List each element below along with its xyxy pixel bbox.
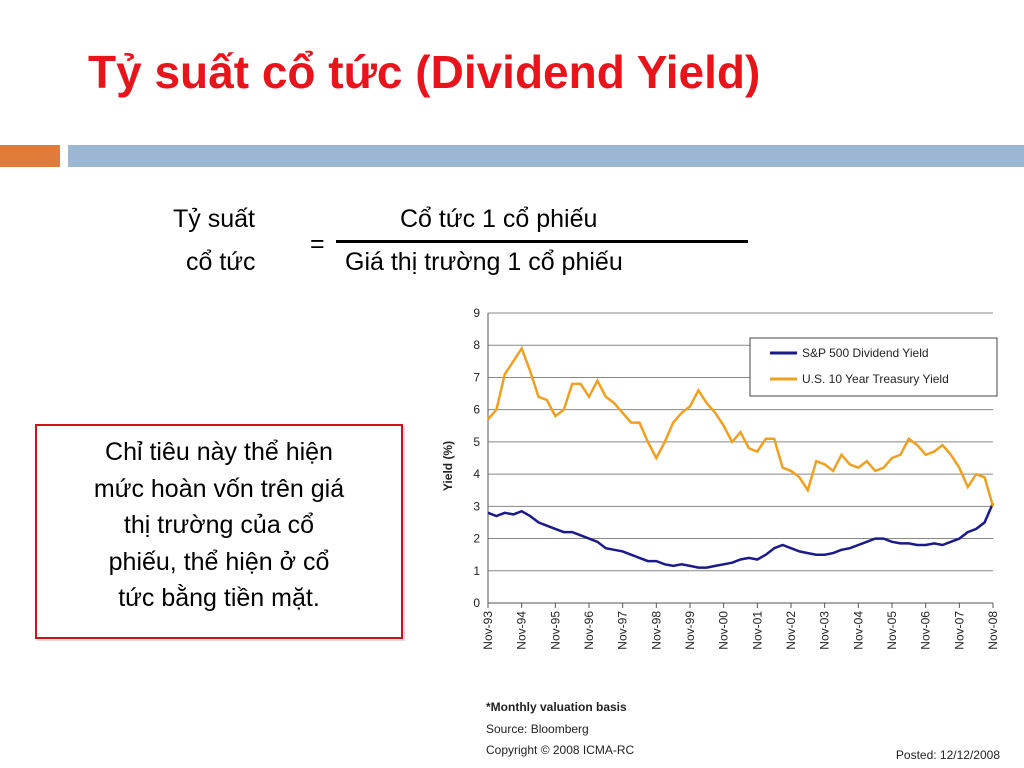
formula-lhs: Tỷ suất — [173, 205, 255, 233]
x-tick-label: Nov-93 — [481, 611, 495, 650]
legend — [749, 337, 998, 397]
box-line: thị trường của cổ — [123, 511, 315, 539]
accent-bar — [68, 145, 1024, 167]
x-tick-label: Nov-99 — [683, 611, 697, 650]
box-line: Chỉ tiêu này thể hiện — [105, 438, 333, 466]
fraction-line — [336, 240, 748, 243]
y-tick-label: 2 — [473, 532, 480, 546]
x-tick-label: Nov-97 — [616, 611, 630, 650]
formula-denominator: Giá thị trường 1 cổ phiếu — [345, 248, 623, 276]
text-box: Chỉ tiêu này thể hiện mức hoàn vốn trên … — [35, 424, 403, 639]
x-tick-label: Nov-95 — [548, 611, 562, 650]
x-tick-label: Nov-07 — [952, 611, 966, 650]
legend-label: S&P 500 Dividend Yield — [802, 346, 929, 360]
box-line: phiếu, thể hiện ở cổ — [108, 547, 330, 576]
series-line — [487, 345, 995, 507]
slide-title: Tỷ suất cổ tức (Dividend Yield) — [88, 46, 761, 98]
series-line — [487, 502, 995, 569]
y-tick-label: 6 — [473, 403, 480, 417]
y-tick-label: 3 — [473, 499, 480, 513]
formula-lhs: cổ tức — [186, 248, 256, 276]
y-tick-label: 5 — [473, 435, 480, 449]
x-tick-label: Nov-01 — [750, 611, 764, 650]
box-line: tức bằng tiền mặt. — [118, 584, 320, 612]
y-axis-label: Yield (%) — [441, 441, 455, 491]
note: *Monthly valuation basis — [486, 700, 627, 714]
x-tick-label: Nov-98 — [649, 611, 663, 650]
x-tick-label: Nov-94 — [515, 611, 529, 650]
formula-equals: = — [310, 230, 325, 258]
note: Source: Bloomberg — [486, 722, 589, 736]
x-tick-label: Nov-96 — [582, 611, 596, 650]
x-tick-label: Nov-06 — [919, 611, 933, 650]
formula-numerator: Cổ tức 1 cổ phiếu — [400, 205, 598, 233]
accent-bar — [0, 145, 60, 167]
x-tick-label: Nov-04 — [851, 611, 865, 650]
y-tick-label: 0 — [473, 596, 480, 610]
x-tick-label: Nov-05 — [885, 611, 899, 650]
x-tick-label: Nov-08 — [986, 611, 1000, 650]
y-tick-label: 1 — [473, 564, 480, 578]
y-tick-label: 4 — [473, 467, 480, 481]
x-tick-label: Nov-00 — [717, 611, 731, 650]
posted: Posted: 12/12/2008 — [896, 748, 1000, 762]
y-tick-label: 9 — [473, 306, 480, 320]
x-tick-label: Nov-03 — [818, 611, 832, 650]
y-tick-label: 7 — [473, 370, 480, 384]
legend-label: U.S. 10 Year Treasury Yield — [802, 372, 949, 386]
y-tick-label: 8 — [473, 338, 480, 352]
x-tick-label: Nov-02 — [784, 611, 798, 650]
box-line: mức hoàn vốn trên giá — [93, 474, 345, 503]
note: Copyright © 2008 ICMA-RC — [486, 743, 635, 757]
